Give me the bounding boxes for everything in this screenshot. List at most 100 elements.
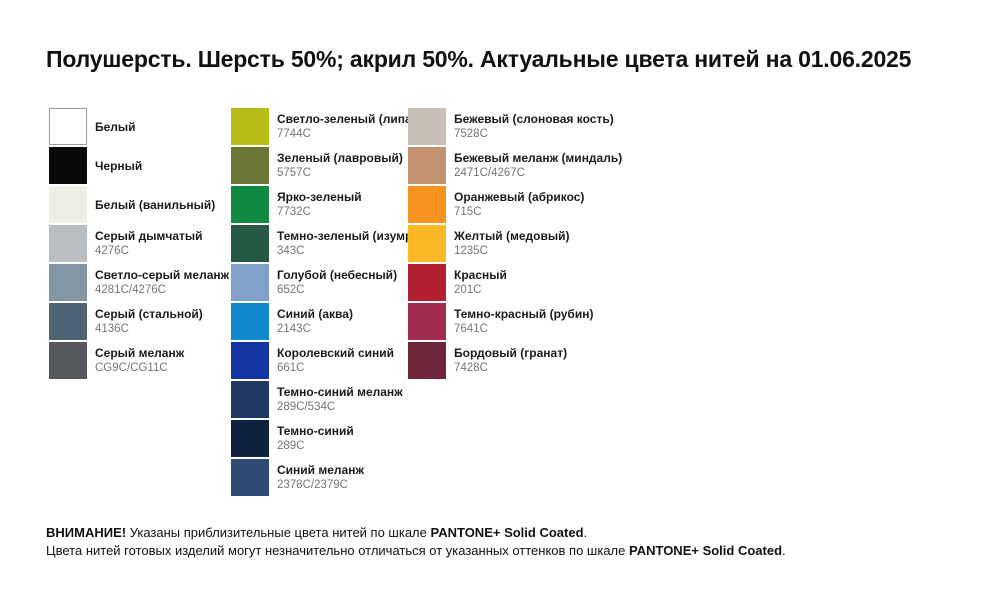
color-name: Серый (стальной) — [95, 307, 203, 321]
color-swatch — [231, 147, 269, 184]
pantone-code: 289C — [277, 440, 305, 452]
color-name: Белый (ванильный) — [95, 197, 216, 212]
color-swatch — [49, 225, 87, 262]
pantone-code: 7744C — [277, 128, 311, 140]
pantone-code: 2378C/2379C — [277, 479, 348, 491]
pantone-scale-label: PANTONE+ Solid Coated — [629, 543, 783, 558]
color-labels: Серый дымчатый 4276C — [95, 229, 203, 258]
pantone-code: 652C — [277, 284, 305, 296]
color-labels: Желтый (медовый) 1235C — [454, 229, 569, 258]
color-name: Зеленый (лавровый) — [277, 151, 403, 165]
color-labels: Синий (аква) 2143C — [277, 307, 353, 336]
color-swatch — [231, 108, 269, 145]
color-name: Синий (аква) — [277, 307, 353, 321]
pantone-code: 4281C/4276C — [95, 284, 166, 296]
pantone-code: 4136C — [95, 323, 129, 335]
color-name: Желтый (медовый) — [454, 229, 570, 243]
color-name: Серый меланж — [95, 346, 185, 360]
color-row: Белый — [49, 108, 231, 145]
color-name: Бежевый меланж (миндаль) — [454, 151, 623, 165]
color-swatch — [231, 186, 269, 223]
color-swatch — [408, 225, 446, 262]
color-name: Темно-зеленый (изумруд) — [277, 229, 431, 243]
color-labels: Темно-красный (рубин) 7641C — [454, 307, 593, 336]
color-labels: Светло-зеленый (липа) 7744C — [277, 112, 416, 141]
color-labels: Королевский синий 661C — [277, 346, 394, 375]
color-labels: Зеленый (лавровый) 5757C — [277, 151, 403, 180]
color-row: Бежевый (слоновая кость) 7528C — [408, 108, 633, 145]
color-row: Серый дымчатый 4276C — [49, 225, 231, 262]
color-row: Серый (стальной) 4136C — [49, 303, 231, 340]
color-row: Синий меланж 2378C/2379C — [231, 459, 408, 496]
color-row: Светло-зеленый (липа) 7744C — [231, 108, 416, 145]
pantone-code: 1235C — [454, 245, 488, 257]
color-name: Бежевый (слоновая кость) — [454, 112, 614, 126]
color-name: Белый — [95, 119, 136, 134]
color-labels: Красный 201C — [454, 268, 507, 297]
pantone-code: 2143C — [277, 323, 311, 335]
pantone-code: 343C — [277, 245, 305, 257]
color-swatch — [408, 264, 446, 301]
pantone-code: 289C/534C — [277, 401, 336, 413]
color-swatch — [231, 381, 269, 418]
colors-column: Светло-зеленый (липа) 7744C Зеленый (лавро… — [231, 108, 430, 498]
page-title: Полушерсть. Шерсть 50%; акрил 50%. Актуа… — [46, 46, 912, 72]
color-labels: Голубой (небесный) 652C — [277, 268, 397, 297]
colors-column: Бежевый (слоновая кость) 7528C Бежевый мел… — [408, 108, 633, 381]
color-name: Голубой (небесный) — [277, 268, 398, 282]
color-swatch — [408, 147, 446, 184]
color-swatch — [408, 186, 446, 223]
color-swatch — [49, 186, 87, 223]
footer-line2-text: Цвета нитей готовых изделий могут незнач… — [46, 543, 629, 558]
pantone-code: 5757C — [277, 167, 311, 179]
color-name: Оранжевый (абрикос) — [454, 190, 585, 204]
color-row: Черный — [49, 147, 231, 184]
color-row: Ярко-зеленый 7732C — [231, 186, 408, 223]
footer-line1-text: Указаны приблизительные цвета нитей по ш… — [126, 525, 431, 540]
color-row: Темно-зеленый (изумруд) 343C — [231, 225, 430, 262]
color-name: Красный — [454, 268, 507, 282]
color-labels: Темно-синий 289C — [277, 424, 354, 453]
color-swatch — [49, 108, 87, 145]
color-row: Бежевый меланж (миндаль) 2471C/4267C — [408, 147, 633, 184]
color-labels: Темно-зеленый (изумруд) 343C — [277, 229, 430, 258]
pantone-code: 2471C/4267C — [454, 167, 525, 179]
color-row: Белый (ванильный) — [49, 186, 231, 223]
color-swatch — [49, 147, 87, 184]
colors-column: Белый Черный Белый (ванильный) Серый дымчат… — [49, 108, 231, 381]
color-labels: Бордовый (гранат) 7428C — [454, 346, 567, 375]
color-name: Королевский синий — [277, 346, 395, 360]
color-row: Королевский синий 661C — [231, 342, 408, 379]
footer-line-1: ВНИМАНИЕ! Указаны приблизительные цвета … — [46, 524, 786, 542]
footer-line1-period: . — [583, 525, 588, 540]
color-name: Черный — [95, 158, 143, 173]
color-name: Серый дымчатый — [95, 229, 203, 243]
color-swatch — [49, 303, 87, 340]
pantone-code: 7428C — [454, 362, 488, 374]
color-swatch — [49, 264, 87, 301]
footer-line-2: Цвета нитей готовых изделий могут незнач… — [46, 542, 786, 560]
color-name: Светло-серый меланж — [95, 268, 230, 282]
color-row: Темно-красный (рубин) 7641C — [408, 303, 633, 340]
color-swatch — [231, 264, 269, 301]
color-name: Темно-красный (рубин) — [454, 307, 594, 321]
pantone-code: 661C — [277, 362, 305, 374]
pantone-code: 7528C — [454, 128, 488, 140]
warning-label: ВНИМАНИЕ! — [46, 525, 127, 540]
color-swatch — [408, 303, 446, 340]
color-row: Красный 201C — [408, 264, 633, 301]
color-swatch — [408, 342, 446, 379]
color-labels: Ярко-зеленый 7732C — [277, 190, 362, 219]
color-name: Ярко-зеленый — [277, 190, 362, 204]
color-row: Желтый (медовый) 1235C — [408, 225, 633, 262]
color-row: Синий (аква) 2143C — [231, 303, 408, 340]
color-row: Бордовый (гранат) 7428C — [408, 342, 633, 379]
pantone-code: 201C — [454, 284, 482, 296]
color-labels: Серый (стальной) 4136C — [95, 307, 203, 336]
pantone-code: 7641C — [454, 323, 488, 335]
color-row: Темно-синий 289C — [231, 420, 408, 457]
pantone-scale-label: PANTONE+ Solid Coated — [430, 525, 584, 540]
color-swatch — [231, 342, 269, 379]
color-name: Темно-синий меланж — [277, 385, 403, 399]
